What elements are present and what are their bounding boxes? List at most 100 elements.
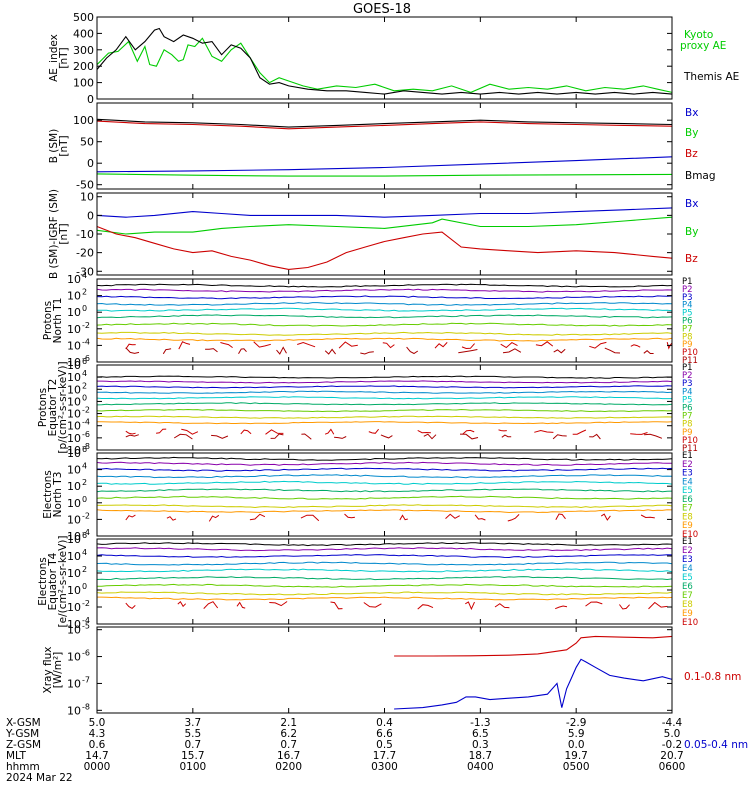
- y-tick-exponent: -6: [82, 354, 90, 363]
- y-tick-label: 10: [67, 290, 81, 303]
- y-tick-label: 10: [67, 567, 81, 580]
- series-p_t2-p10: [534, 429, 554, 433]
- series-p_t1-p2: [96, 288, 673, 293]
- x-axis-value: 0.7: [184, 739, 201, 751]
- series-e_t3-e4: [96, 474, 673, 479]
- series-p_t1-p3: [96, 295, 673, 300]
- legend-entry: P2: [682, 285, 693, 295]
- x-axis-value: 0.5: [376, 739, 393, 751]
- y-axis-label: [nT]: [58, 47, 70, 68]
- y-tick-exponent: -2: [82, 599, 90, 608]
- y-tick-label: 10: [67, 550, 81, 563]
- series-p_t1-p7: [96, 322, 673, 327]
- series-e_t3-e10: [474, 514, 486, 521]
- panel-bigrf: 10 0 -10 -20 -30 B (SM)-IGRF (SM)[nT]: [48, 189, 673, 279]
- x-axis-value: 0100: [179, 761, 206, 773]
- y-tick-exponent: -6: [82, 430, 90, 439]
- y-tick-label: 50: [80, 136, 94, 149]
- y-tick-label: 100: [73, 77, 94, 90]
- series-bsm-bx: [96, 156, 673, 173]
- y-tick-exponent: 2: [82, 288, 87, 297]
- y-tick-exponent: 0: [82, 495, 87, 504]
- series-e_t4-e10: [465, 601, 475, 611]
- y-tick-label: 0: [87, 209, 94, 222]
- legend-entry: Bx: [685, 198, 698, 210]
- series-e_t4-e10: [177, 601, 187, 608]
- x-axis-value: 6.6: [376, 728, 393, 740]
- series-p_t1-p11: [643, 350, 654, 354]
- series-p_t1-p5: [96, 307, 673, 312]
- x-axis-value: 17.7: [373, 750, 396, 762]
- series-p_t1-p10: [297, 341, 316, 348]
- y-tick-label: 300: [73, 44, 94, 57]
- series-e_t4-e7: [97, 583, 673, 588]
- x-axis-value: 0.7: [280, 739, 297, 751]
- legend-entry: E8: [682, 512, 693, 522]
- series-e_t4-e2: [96, 547, 673, 552]
- legend-bsm: Bx By Bz Bmag: [685, 107, 716, 182]
- series-p_t1-p11: [406, 346, 419, 355]
- y-tick-label: -50: [76, 179, 94, 192]
- panel-ae: 500 400 300 200 100 0 AE_index[nT]: [48, 11, 673, 106]
- y-tick-label: 10: [67, 432, 81, 445]
- x-axis-value: -2.9: [566, 717, 587, 729]
- y-tick-exponent: -2: [82, 511, 90, 520]
- series-e_t4-e3: [96, 554, 673, 559]
- series-e_t4-e5: [96, 568, 673, 573]
- y-tick-label: 10: [67, 339, 81, 352]
- series-e_t3-e6: [96, 488, 673, 493]
- series-p_t1-p10: [500, 341, 518, 349]
- plot-title: GOES-18: [353, 2, 411, 17]
- x-axis-value: 14.7: [85, 750, 108, 762]
- series-p_t1-p10: [461, 343, 475, 350]
- y-tick-exponent: 0: [82, 304, 87, 313]
- series-bsm-by: [96, 173, 673, 177]
- series-p_t2-p11: [589, 433, 601, 440]
- y-tick-label: 10: [67, 383, 81, 396]
- series-xray-0-05-0-4-nm: [394, 658, 673, 710]
- y-tick-label: -30: [76, 265, 94, 278]
- legend-entry: Bz: [685, 148, 698, 160]
- series-p_t2-p11: [270, 433, 284, 439]
- series-e_t4-e10: [363, 602, 382, 608]
- legend-entry: E5: [682, 486, 693, 496]
- series-p_t1-p11: [458, 349, 478, 354]
- x-axis-value: 2.1: [280, 717, 297, 729]
- series-p_t1-p10: [589, 341, 607, 349]
- panel-frame-e_t4: [96, 538, 673, 625]
- legend-entry: P7: [682, 324, 693, 334]
- legend-entry: P3: [682, 293, 693, 303]
- series-e_t3-e10: [166, 516, 177, 521]
- y-axis-label: [p/(cm²-s-sr-keV)]: [57, 361, 69, 453]
- y-tick-label: 10: [67, 371, 81, 384]
- series-e_t4-e10: [236, 601, 246, 609]
- series-e_t4-e10: [203, 601, 219, 609]
- y-tick-exponent: 0: [82, 393, 87, 402]
- series-e_t3-e10: [555, 513, 566, 520]
- series-p_t1-p4: [96, 302, 673, 306]
- x-axis-row-label: Y-GSM: [5, 728, 39, 740]
- y-tick-exponent: -2: [82, 406, 90, 415]
- legend-entry: E9: [682, 609, 693, 619]
- legend-entry: P2: [682, 371, 693, 381]
- y-tick-exponent: -6: [82, 649, 90, 658]
- series-e_t4-e10: [269, 601, 288, 607]
- y-tick-exponent: -7: [82, 675, 90, 684]
- y-tick-exponent: -4: [82, 418, 90, 427]
- y-tick-label: 10: [67, 464, 81, 477]
- series-p_t1-p10: [253, 341, 271, 348]
- y-tick-label: 10: [67, 601, 81, 614]
- legend-entry: proxy AE: [680, 40, 726, 52]
- series-p_t1-p9: [96, 337, 673, 342]
- series-bigrf-bx: [96, 207, 673, 218]
- series-e_t3-e10: [300, 514, 320, 522]
- legend-entry: P8: [682, 420, 693, 430]
- series-p_t2-p9: [96, 421, 673, 425]
- y-tick-exponent: -4: [82, 337, 90, 346]
- legend-entry: P6: [682, 404, 693, 414]
- series-p_t1-p11: [324, 348, 337, 355]
